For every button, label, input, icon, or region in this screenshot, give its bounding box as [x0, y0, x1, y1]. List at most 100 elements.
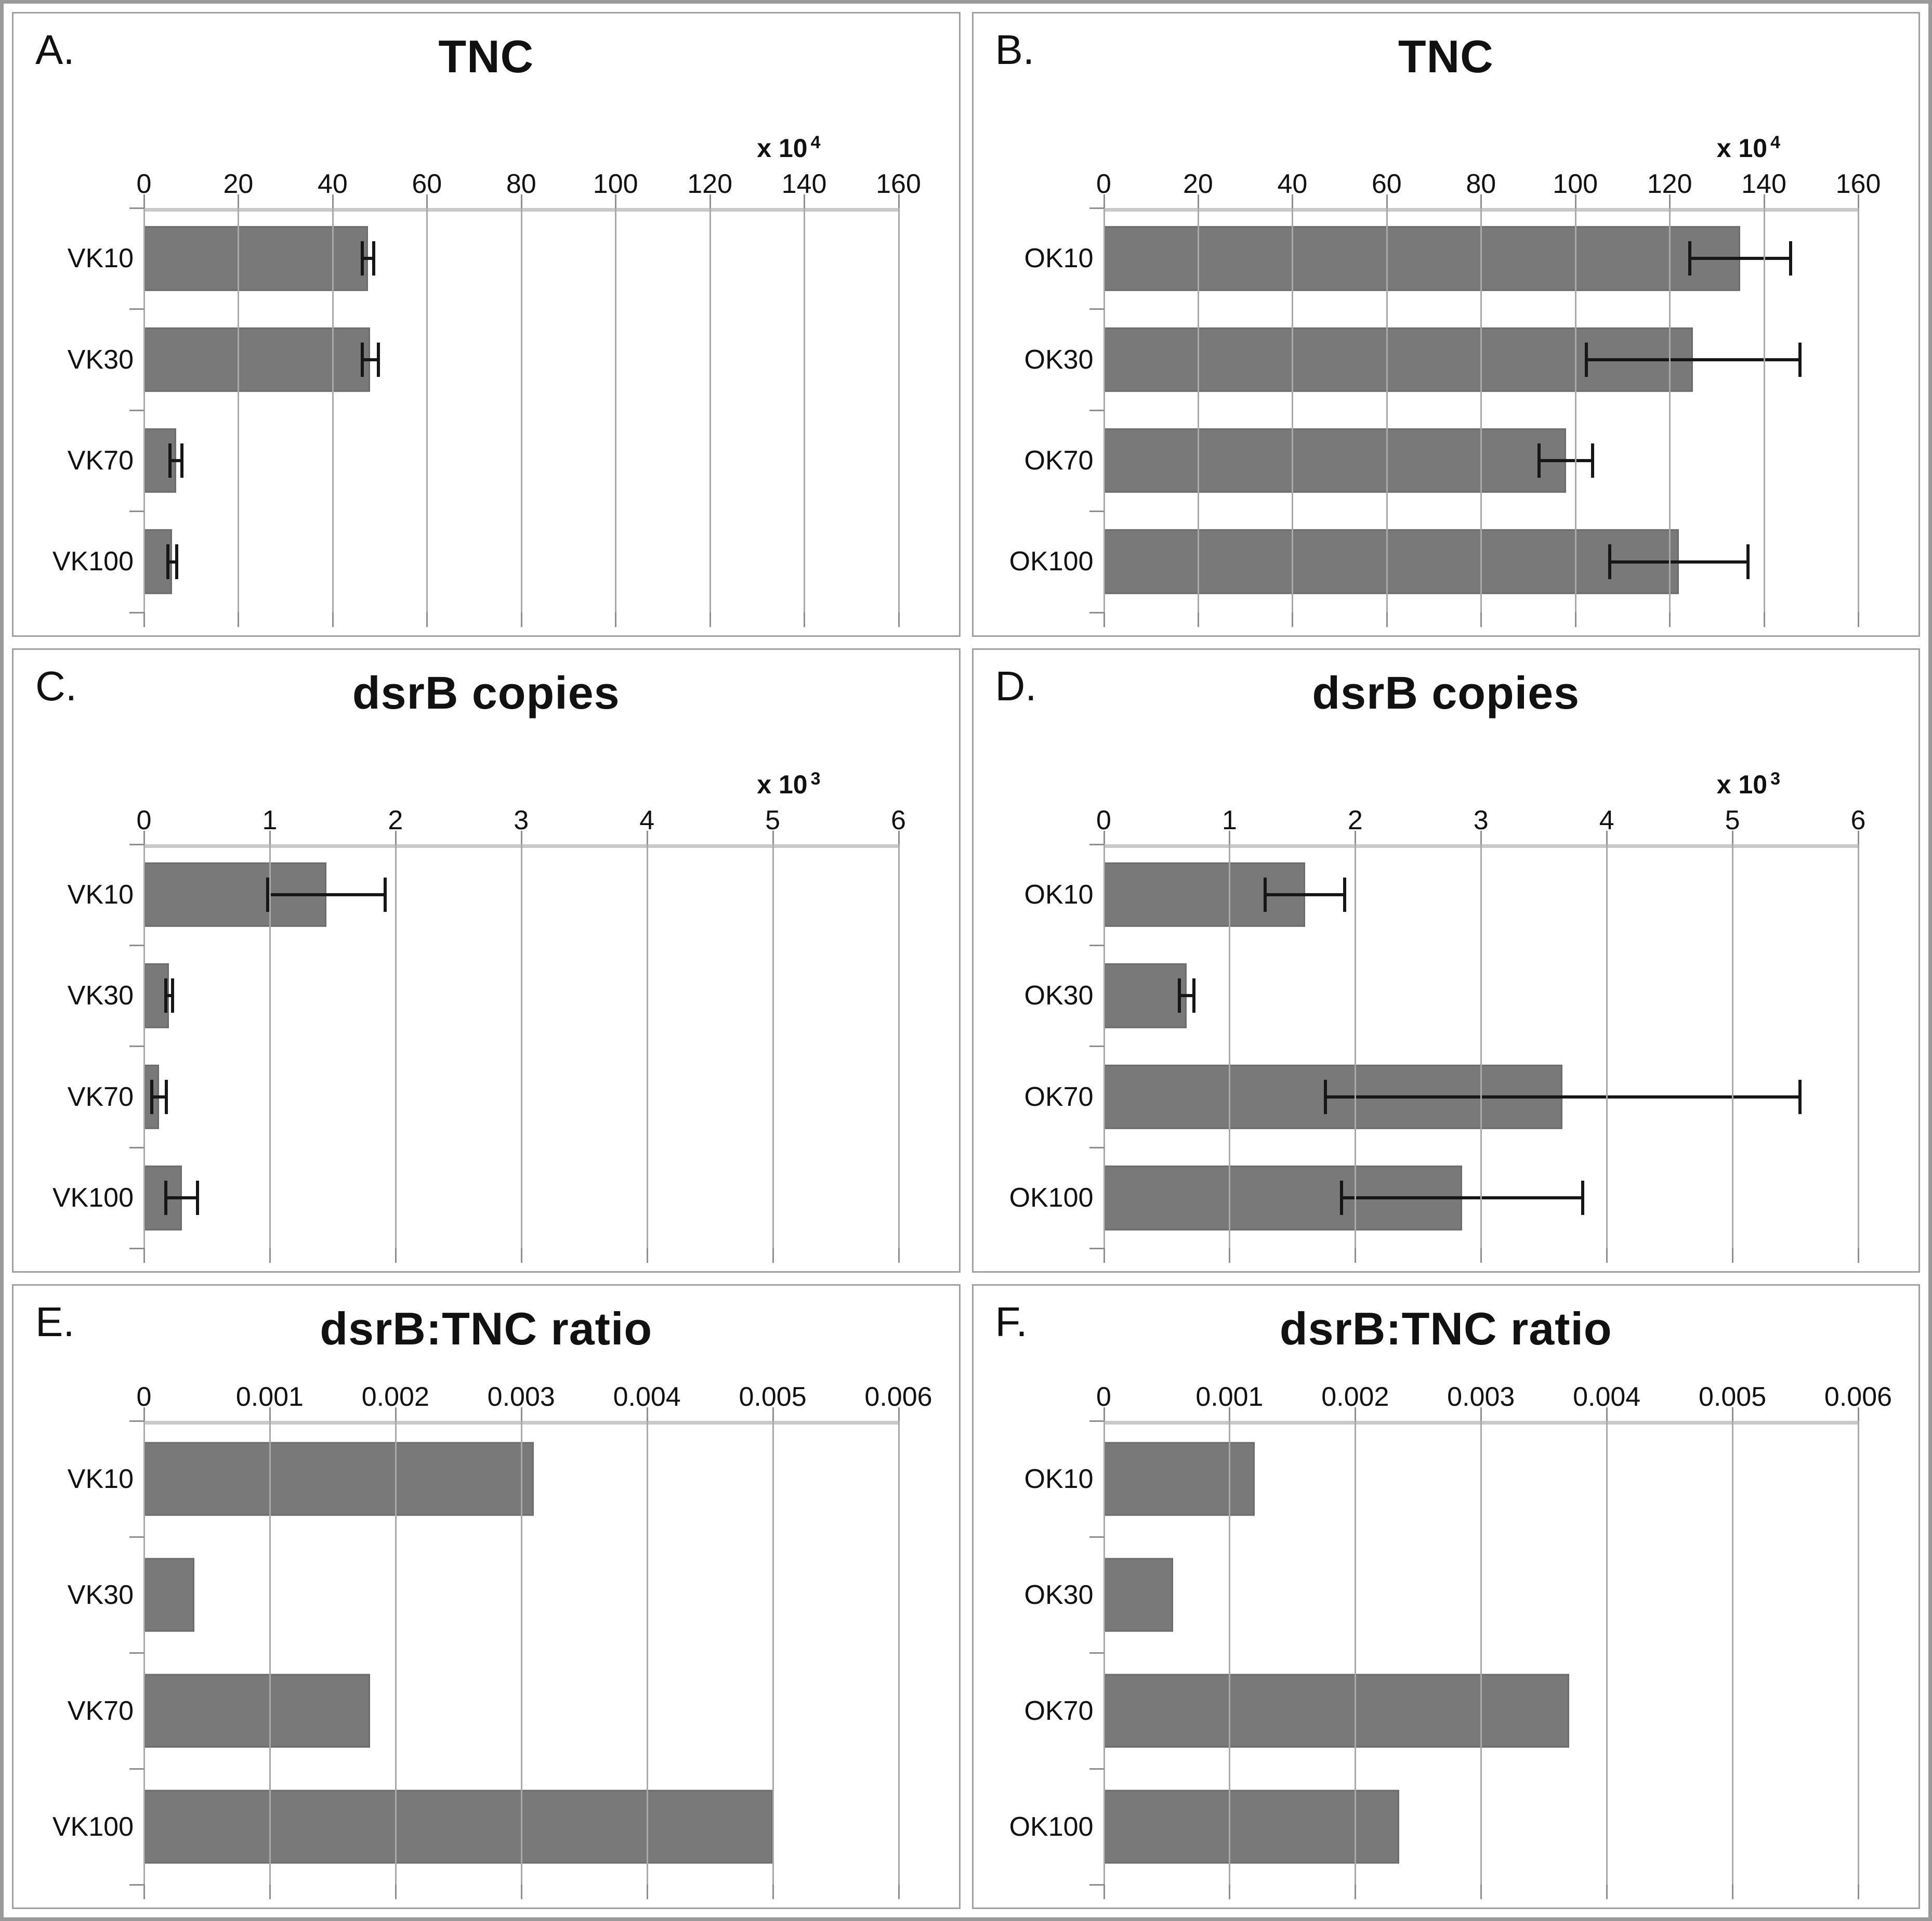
error-bar — [164, 978, 175, 1013]
tick-mark-top — [1574, 194, 1576, 208]
tick-mark-top — [1606, 830, 1608, 844]
gridline — [1763, 208, 1765, 612]
panel-letter-label: B. — [995, 27, 1035, 73]
axis-scale-exponent: 3 — [810, 768, 821, 789]
category-label: VK30 — [67, 344, 134, 375]
x-tick-label: 160 — [876, 169, 921, 199]
bar-ok10 — [1103, 226, 1741, 291]
axis-scale-label: x 10 4 — [1716, 133, 1780, 163]
tick-mark-top — [1669, 194, 1671, 208]
tick-mark-top — [1732, 830, 1734, 844]
tick-mark-bottom — [520, 1884, 522, 1899]
error-bar — [1340, 1181, 1584, 1216]
category-tick-mark — [129, 945, 144, 947]
gridline — [1480, 208, 1482, 612]
tick-mark-top — [269, 830, 271, 844]
x-axis-tick-labels: 0 20 40 60 80 100 120 140 160 — [1096, 163, 1881, 208]
gridline — [1197, 208, 1199, 612]
error-bar — [1323, 1079, 1802, 1114]
category-tick-mark — [129, 1768, 144, 1770]
tick-mark-bottom — [143, 1884, 145, 1899]
bar-row — [1103, 844, 1859, 945]
bar-ok70 — [1103, 1674, 1569, 1748]
chart-panel-b: B. TNC x 10 4 0 20 40 60 80 100 120 140 160 OK10 O… — [971, 12, 1920, 637]
x-tick-label: 100 — [1553, 169, 1598, 199]
x-tick-label: 40 — [1277, 169, 1308, 199]
gridline — [269, 1421, 271, 1885]
gridline — [1669, 208, 1671, 612]
bar-rows — [1103, 844, 1859, 1249]
tick-mark-bottom — [1355, 1248, 1357, 1263]
tick-mark-bottom — [646, 1248, 648, 1263]
tick-mark-top — [898, 1407, 900, 1421]
x-tick-label: 80 — [1466, 169, 1496, 199]
axis-scale-label: x 10 3 — [757, 768, 821, 799]
tick-mark-bottom — [1103, 612, 1105, 627]
error-bar — [164, 1181, 200, 1216]
plot-area — [129, 194, 900, 627]
chart-title: TNC — [1398, 31, 1494, 82]
gridline — [772, 844, 774, 1249]
gridline — [1103, 1421, 1105, 1885]
tick-mark-top — [1858, 830, 1859, 844]
x-tick-label: 1 — [262, 805, 278, 835]
chart-panel-d: D. dsrB copies x 10 3 0 1 2 3 4 5 6 OK10 OK30 OK7… — [971, 648, 1920, 1273]
x-tick-label: 0 — [1096, 169, 1111, 199]
tick-mark-top — [269, 1407, 271, 1421]
category-tick-mark — [1089, 843, 1104, 845]
tick-mark-bottom — [1669, 612, 1671, 627]
x-axis-tick-labels: 0 20 40 60 80 100 120 140 160 — [137, 163, 921, 208]
gridline — [1858, 844, 1859, 1249]
category-tick-mark — [1089, 207, 1104, 209]
chart-title: dsrB copies — [352, 667, 620, 718]
tick-mark-bottom — [395, 1884, 397, 1899]
tick-mark-bottom — [143, 1248, 145, 1263]
bar-row — [144, 1537, 899, 1653]
chart-title: TNC — [438, 31, 534, 82]
panel-letter-label: D. — [995, 662, 1037, 709]
panel-letter-label: F. — [995, 1299, 1028, 1345]
category-tick-mark — [129, 207, 144, 209]
bar-rows — [1103, 208, 1859, 612]
tick-mark-bottom — [804, 612, 806, 627]
axis-scale-exponent: 3 — [1770, 768, 1780, 789]
category-tick-mark — [129, 308, 144, 310]
gridline — [1355, 844, 1357, 1249]
tick-mark-bottom — [1103, 1248, 1105, 1263]
tick-mark-top — [1292, 194, 1294, 208]
gridline — [426, 208, 428, 612]
gridline — [615, 208, 617, 612]
category-label: OK10 — [1024, 243, 1094, 274]
gridline — [1480, 1421, 1482, 1885]
category-tick-mark — [1089, 1652, 1104, 1654]
tick-mark-top — [1606, 1407, 1608, 1421]
error-bar — [1688, 241, 1792, 276]
tick-mark-top — [143, 194, 145, 208]
tick-mark-top — [804, 194, 806, 208]
category-label: OK30 — [1024, 1579, 1094, 1610]
gridline — [898, 844, 900, 1249]
bar-row — [1103, 1047, 1859, 1147]
chart-panel-c: C. dsrB copies x 10 3 0 1 2 3 4 5 6 VK10 VK30 VK7… — [12, 648, 961, 1273]
bar-ok100 — [1103, 1789, 1399, 1864]
chart-body: x 10 4 0 20 40 60 80 100 120 140 160 VK10 VK30 VK70… — [37, 85, 921, 627]
axis-scale-label: x 10 3 — [1716, 768, 1780, 799]
tick-mark-bottom — [238, 612, 240, 627]
category-axis-labels: OK10 OK30 OK70 OK100 — [997, 844, 1104, 1249]
error-bar — [361, 241, 375, 276]
chart-body: x 10 3 0 1 2 3 4 5 6 VK10 VK30 VK70 VK100 — [37, 722, 906, 1263]
bar-row — [1103, 1537, 1859, 1653]
category-tick-mark — [129, 1420, 144, 1422]
tick-mark-bottom — [332, 612, 334, 627]
tick-mark-top — [238, 194, 240, 208]
chart-body: x 10 4 0 20 40 60 80 100 120 140 160 OK10 OK30 OK70… — [997, 85, 1881, 627]
category-label: VK100 — [52, 1183, 134, 1213]
tick-mark-bottom — [1858, 1248, 1859, 1263]
x-tick-label: 60 — [1371, 169, 1402, 199]
tick-mark-bottom — [269, 1884, 271, 1899]
x-tick-label: 140 — [781, 169, 827, 199]
x-tick-label: 0.002 — [361, 1382, 429, 1413]
tick-mark-bottom — [143, 612, 145, 627]
gridline — [238, 208, 240, 612]
category-label: OK70 — [1024, 1695, 1094, 1726]
